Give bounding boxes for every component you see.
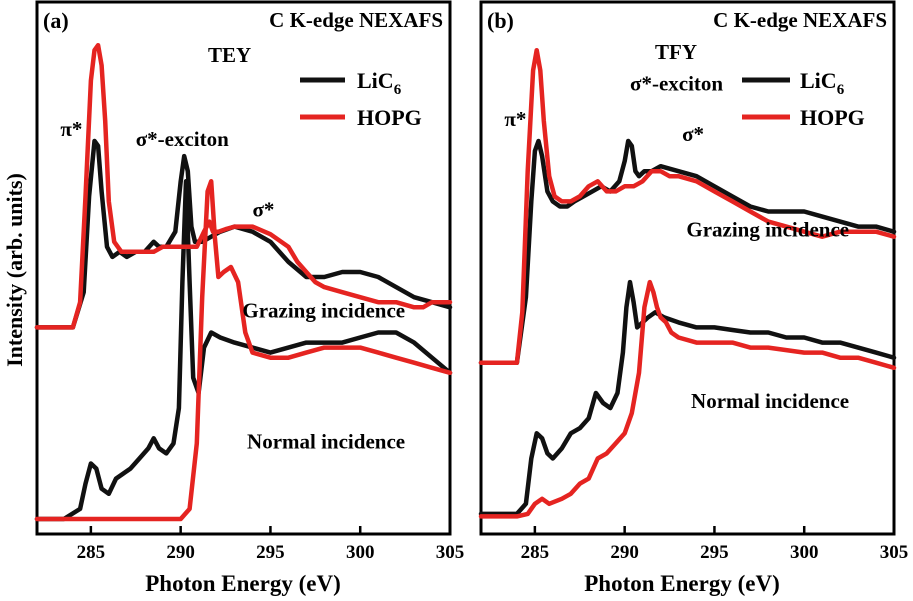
panel-a-xtick-label: 290 [166,542,195,563]
panel-b-series-hopg-grazing [478,47,897,365]
y-axis-label: Intensity (arb. units) [2,173,27,367]
panel-a-tag: (a) [43,8,69,33]
panel-a-xtick-label: 285 [77,542,106,563]
panel-b-series-lic6-normal [478,279,897,517]
panel-a-frame [35,0,452,536]
panel-b-xticks: 285 290 295 300 305 [521,526,909,563]
panel-a-annotations: π* σ*-exciton σ* Grazing incidence Normal in… [60,117,405,453]
panel-a-curves [34,42,453,522]
panel-a-annotation: Normal incidence [247,429,405,453]
panel-b-mode: TFY [655,40,697,64]
panel-b: (b) C K-edge NEXAFS TFY 285 290 295 300 305 … [478,0,909,596]
panel-b-legend-label-lic6: LiC6 [800,68,845,98]
panel-b-frame [479,0,896,536]
panel-a: (a) C K-edge NEXAFS TEY 285 290 295 300 305 … [34,0,465,596]
panel-b-series-hopg-normal [478,279,897,519]
panel-a-mode: TEY [208,43,251,67]
panel-b-annotations: π* σ*-exciton σ* Grazing incidence Normal in… [504,72,849,414]
panel-b-annotation: Grazing incidence [686,218,849,242]
panel-b-legend: LiC6 HOPG [742,68,865,130]
panel-b-annotation: π* [504,107,526,131]
panel-a-series-lic6-normal [34,179,453,522]
panel-a-xtick-label: 305 [436,542,465,563]
panel-a-annotation: Grazing incidence [242,298,405,322]
panel-b-xtick-label: 295 [700,542,729,563]
panel-b-annotation: σ* [682,122,704,146]
panel-b-series-lic6-grazing [478,138,897,365]
panel-a-legend: LiC6 HOPG [300,68,422,130]
panel-a-annotation: σ* [252,198,274,222]
panel-b-xtick-label: 305 [880,542,909,563]
panel-b-annotation: Normal incidence [691,389,849,413]
panel-b-xtick-label: 285 [521,542,550,563]
panel-a-series-hopg-normal [34,179,453,522]
panel-b-annotation: σ*-exciton [630,72,723,96]
panel-b-title: C K-edge NEXAFS [713,8,887,32]
panel-b-legend-label-hopg: HOPG [800,105,865,130]
panel-a-annotation: σ*-exciton [136,127,229,151]
panel-b-xtick-label: 300 [790,542,819,563]
panel-a-legend-label-hopg: HOPG [357,105,422,130]
panel-b-x-axis-label: Photon Energy (eV) [584,571,779,596]
panel-a-xtick-label: 300 [346,542,375,563]
panel-a-x-axis-label: Photon Energy (eV) [145,571,340,596]
panel-b-xtick-label: 290 [610,542,639,563]
panel-a-series-hopg-grazing [34,42,453,330]
panel-a-title: C K-edge NEXAFS [269,8,443,32]
panel-b-tag: (b) [487,8,514,33]
panel-b-curves [478,47,897,519]
panel-a-annotation: π* [60,117,82,141]
panel-a-series-lic6-grazing [34,138,453,330]
panel-a-xtick-label: 295 [256,542,285,563]
panel-a-legend-label-lic6: LiC6 [357,68,402,98]
panel-a-xticks: 285 290 295 300 305 [77,526,465,563]
